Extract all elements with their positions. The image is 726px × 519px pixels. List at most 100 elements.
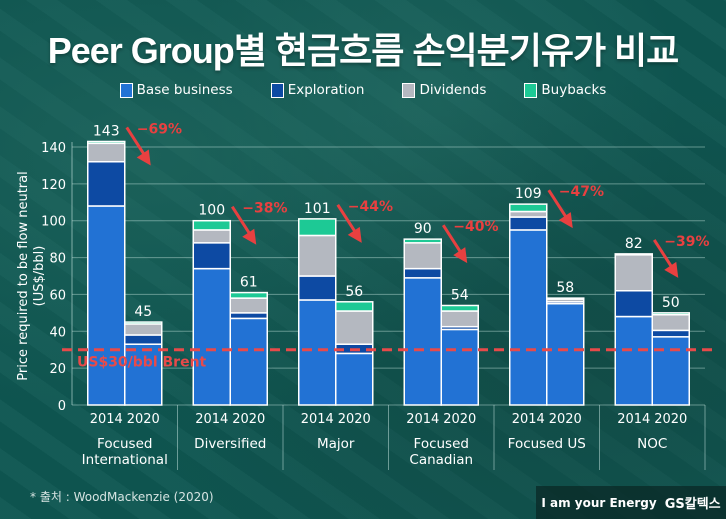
legend-item-exploration: Exploration <box>270 82 365 98</box>
total-label: 109 <box>515 186 542 202</box>
bar-segment-dividends <box>651 313 690 332</box>
x-tick-label: 2020 <box>127 412 160 427</box>
y-tick-label: 80 <box>49 252 66 267</box>
total-label: 100 <box>198 203 225 219</box>
x-tick-label: 2014 <box>301 412 334 427</box>
group-label: Canadian <box>409 452 473 468</box>
bar-segment-exploration <box>124 334 163 345</box>
legend-swatch <box>524 82 538 98</box>
total-label: 58 <box>556 280 574 296</box>
bar-segment-dividends <box>335 310 374 345</box>
bar-segment-base-business <box>440 328 479 406</box>
gs-caltex-logo: GS칼텍스 <box>664 497 721 512</box>
bar-segment-base-business <box>546 302 585 406</box>
brand-footer: I am your Energy GS칼텍스 <box>536 486 726 519</box>
bar-segment-exploration <box>192 242 231 270</box>
source-note: * 출처 : WoodMackenzie (2020) <box>30 490 214 504</box>
x-tick-label: 2020 <box>232 412 265 427</box>
decrease-arrow <box>125 126 147 157</box>
brand-slogan: I am your Energy <box>541 495 657 510</box>
group-label: Focused <box>414 436 469 452</box>
bar-segment-buybacks <box>509 203 548 213</box>
y-tick-label: 100 <box>41 215 66 230</box>
total-label: 61 <box>240 275 258 291</box>
bar-segment-dividends <box>87 142 126 163</box>
bar-segment-buybacks <box>298 218 337 237</box>
bar-segment-dividends <box>440 310 479 328</box>
bar-segment-base-business <box>298 299 337 406</box>
y-tick-label: 20 <box>49 362 66 377</box>
bar-segment-dividends <box>298 234 337 277</box>
decrease-arrow <box>547 189 569 219</box>
legend-item-dividends: Dividends <box>402 82 486 98</box>
bar-segment-buybacks <box>192 219 231 231</box>
bar-segment-base-business <box>651 336 690 406</box>
group-label: NOC <box>637 436 667 452</box>
legend-swatch <box>270 82 284 98</box>
total-label: 101 <box>304 201 331 217</box>
bar-segment-base-business <box>614 315 653 406</box>
bar-segment-buybacks <box>229 291 268 299</box>
bar-segment-exploration <box>298 275 337 301</box>
bar-segment-dividends <box>614 254 653 292</box>
bar-segment-buybacks <box>403 238 442 244</box>
group-label: Focused US <box>508 436 586 452</box>
total-label: 56 <box>345 284 363 300</box>
bar-segment-base-business <box>335 352 374 406</box>
decrease-arrow <box>441 224 463 254</box>
x-tick-label: 2020 <box>443 412 476 427</box>
total-label: 90 <box>414 221 432 237</box>
arrow-head-icon <box>347 226 362 243</box>
bar-segment-buybacks <box>546 297 585 300</box>
group-label: Focused <box>97 436 152 452</box>
bar-segment-base-business <box>509 229 548 406</box>
bar-segment-exploration <box>614 289 653 318</box>
arrow-head-icon <box>242 228 257 245</box>
y-tick-label: 140 <box>41 141 66 156</box>
y-tick-label: 60 <box>49 288 66 303</box>
total-label: 143 <box>93 123 120 139</box>
legend-label: Exploration <box>287 82 365 98</box>
percent-change-label: −44% <box>348 199 393 215</box>
percent-change-label: −47% <box>559 184 604 200</box>
legend-swatch <box>402 82 416 98</box>
legend-swatch <box>119 82 133 98</box>
total-label: 50 <box>662 295 680 311</box>
x-tick-label: 2020 <box>549 412 582 427</box>
legend-label: Dividends <box>419 82 487 98</box>
chart-title: Peer Group별 현금흐름 손익분기유가 비교 <box>47 30 680 71</box>
bar-segment-exploration <box>651 329 690 338</box>
bar-segment-base-business <box>87 205 126 406</box>
legend: Base business Exploration Dividends Buyb… <box>0 82 726 98</box>
arrow-head-icon <box>453 247 468 264</box>
x-tick-label: 2020 <box>654 412 687 427</box>
decrease-arrow <box>230 205 252 236</box>
bar-segment-dividends <box>403 242 442 270</box>
percent-change-label: −38% <box>242 201 287 217</box>
arrow-head-icon <box>136 149 151 166</box>
decrease-arrow <box>336 204 358 234</box>
percent-change-label: −39% <box>664 234 709 250</box>
bar-segment-buybacks <box>87 140 126 145</box>
legend-label: Base business <box>136 82 233 98</box>
bar-segment-base-business <box>124 343 163 406</box>
group-label: International <box>82 452 168 468</box>
x-tick-label: 2014 <box>617 412 650 427</box>
bar-segment-dividends <box>192 229 231 244</box>
y-tick-label: 0 <box>58 399 66 414</box>
x-tick-label: 2014 <box>195 412 228 427</box>
bar-segment-base-business <box>403 277 442 406</box>
total-label: 82 <box>625 236 643 252</box>
legend-label: Buybacks <box>541 82 607 98</box>
bar-segment-buybacks <box>335 301 374 312</box>
total-label: 54 <box>451 287 469 303</box>
bar-segment-exploration <box>229 312 268 320</box>
y-axis-label: Price required to be flow neutral <box>16 171 31 380</box>
legend-item-buybacks: Buybacks <box>524 82 606 98</box>
arrow-head-icon <box>558 212 573 229</box>
x-tick-label: 2014 <box>406 412 439 427</box>
bar-segment-buybacks <box>651 312 690 316</box>
bar-segment-buybacks <box>124 321 163 325</box>
arrow-head-icon <box>664 261 679 278</box>
